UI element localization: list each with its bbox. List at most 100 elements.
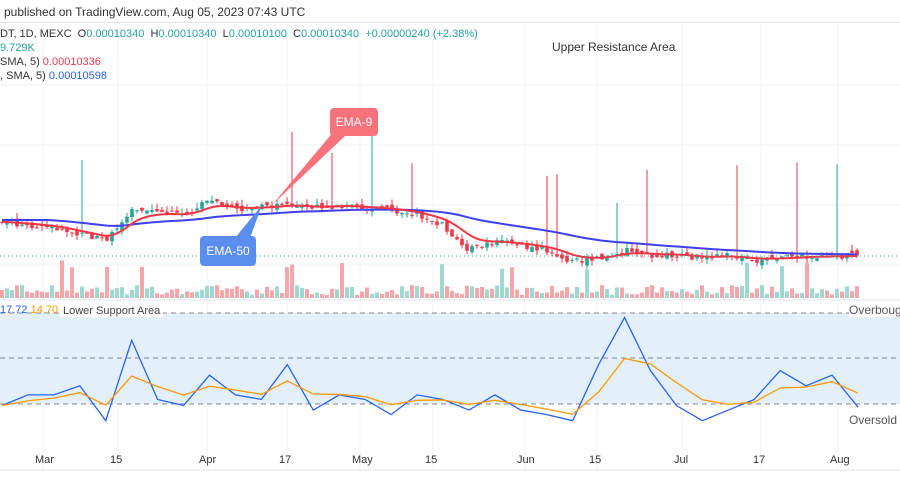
volume-bar — [475, 287, 479, 298]
volume-bar — [315, 292, 319, 298]
candle-body — [755, 259, 759, 263]
volume-bar — [50, 285, 54, 298]
volume-bar — [175, 288, 179, 298]
volume-bar — [535, 291, 539, 298]
volume-bar — [95, 287, 99, 298]
candle-body — [75, 230, 79, 236]
volume-bar — [275, 286, 279, 298]
volume-bar — [485, 289, 489, 298]
volume-bar — [530, 287, 534, 298]
volume-bar — [115, 288, 119, 298]
volume-bar — [360, 291, 364, 298]
volume-bar — [295, 285, 299, 298]
volume-bar — [5, 288, 9, 298]
volume-bar — [680, 289, 684, 298]
close-value: 0.00010340 — [300, 28, 360, 40]
volume-bar — [220, 290, 224, 298]
legend-volume: 9.729K — [0, 42, 35, 54]
candle-body — [685, 252, 689, 255]
volume-bar — [320, 294, 324, 298]
volume-bar — [45, 292, 49, 298]
ema50-value: 0.00010598 — [48, 70, 108, 82]
candle-body — [445, 220, 449, 232]
volume-bar — [90, 288, 94, 298]
volume-bar — [765, 293, 769, 298]
time-tick-label: 15 — [110, 454, 123, 466]
candle-body — [740, 256, 744, 261]
candle-body — [135, 210, 139, 212]
candle-body — [385, 205, 389, 208]
volume-bar — [540, 293, 544, 298]
candle-body — [565, 256, 569, 262]
high-label: H — [150, 28, 159, 40]
candle-body — [540, 246, 544, 249]
volume-bar — [750, 292, 754, 298]
volume-bar — [255, 289, 259, 298]
candle-body — [800, 253, 804, 257]
upper-resistance-label: Upper Resistance Area — [552, 40, 676, 54]
candle-body — [330, 206, 334, 209]
candle-body — [660, 255, 664, 258]
candle-body — [725, 253, 729, 258]
volume-bar — [560, 290, 564, 298]
volume-bar — [365, 287, 369, 298]
volume-bar — [515, 289, 519, 298]
volume-bar — [65, 290, 69, 298]
volume-bar — [215, 285, 219, 298]
ema9-line — [1, 204, 858, 260]
volume-bar — [805, 263, 809, 298]
candle-body — [280, 203, 284, 205]
volume-bar — [55, 291, 59, 298]
volume-bar — [135, 285, 139, 298]
candle-body — [175, 210, 179, 213]
volume-bar — [605, 289, 609, 298]
volume-bar — [760, 285, 764, 298]
candle-body — [625, 248, 629, 256]
volume-bar — [270, 290, 274, 298]
volume-bar — [570, 293, 574, 298]
volume-bar — [695, 289, 699, 298]
rsi-legend: 17.72 14.70 — [0, 304, 58, 316]
volume-bar — [405, 291, 409, 298]
volume-bar — [625, 293, 629, 298]
candle-body — [810, 257, 814, 259]
volume-bar — [480, 287, 484, 298]
volume-bar — [325, 294, 329, 298]
candle-body — [415, 212, 419, 214]
candle-body — [510, 239, 514, 243]
time-tick-label: 17 — [279, 454, 292, 466]
header-divider — [0, 22, 900, 23]
legend-ohlc: DT, 1D, MEXC O0.00010340 H0.00010340 L0.… — [0, 28, 478, 40]
volume-bar — [200, 289, 204, 298]
candle-body — [435, 221, 439, 226]
candle-body — [340, 206, 344, 209]
volume-bar — [590, 292, 594, 298]
candle-body — [775, 258, 779, 261]
candle-body — [250, 208, 254, 211]
candle-body — [155, 209, 159, 212]
ema50-label: , SMA, 5) — [0, 70, 46, 82]
volume-bar — [810, 288, 814, 298]
volume-bar — [40, 291, 44, 298]
volume-bar — [35, 290, 39, 298]
candle-body — [590, 257, 594, 261]
candle-body — [455, 237, 459, 240]
candle-body — [575, 258, 579, 260]
ema50-callout[interactable]: EMA-50 — [200, 236, 256, 266]
volume-bar — [820, 289, 824, 298]
candle-body — [395, 208, 399, 214]
volume-bar — [840, 291, 844, 298]
candle-body — [490, 244, 494, 246]
candle-body — [530, 247, 534, 252]
volume-bar — [465, 285, 469, 298]
volume-bar — [350, 287, 354, 298]
time-tick-label: 15 — [589, 454, 602, 466]
candle-body — [200, 202, 204, 209]
volume-bar — [165, 292, 169, 298]
volume-bar — [595, 291, 599, 298]
ema9-callout[interactable]: EMA-9 — [330, 108, 378, 136]
volume-bar — [400, 286, 404, 298]
volume-bar — [180, 294, 184, 298]
candle-body — [150, 209, 154, 212]
